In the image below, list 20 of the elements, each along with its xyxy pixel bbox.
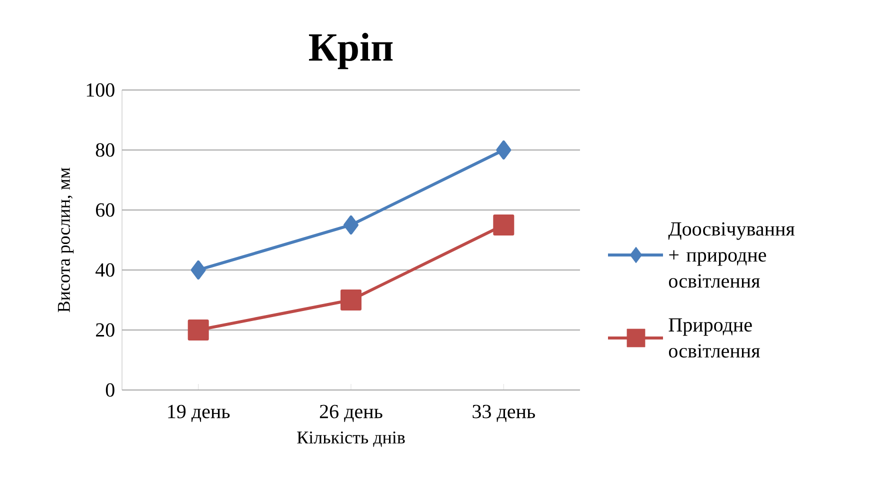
x-axis-title: Кількість днів: [297, 431, 405, 447]
y-tick-label: 60: [96, 203, 114, 217]
legend-label: Доосвічування + природне освітлення: [668, 222, 795, 288]
y-tick-label: 40: [96, 263, 114, 277]
point: [344, 215, 358, 234]
legend-label: Природне освітлення: [668, 318, 760, 358]
chart-title: Кріп: [308, 32, 393, 70]
x-tick-label: 19 день: [168, 404, 230, 422]
y-axis-title: Висота рослин, мм: [58, 168, 74, 312]
y-tick-label: 20: [96, 323, 114, 337]
point: [496, 140, 512, 160]
point: [493, 214, 514, 236]
y-tick-label: 80: [96, 143, 114, 157]
x-tick-label: 26 день: [320, 404, 382, 422]
y-tick-label: 100: [86, 83, 114, 97]
y-tick-label: 0: [106, 383, 114, 397]
point: [340, 289, 362, 310]
point: [190, 260, 206, 280]
point: [188, 319, 209, 340]
x-tick-label: 33 день: [472, 404, 535, 422]
